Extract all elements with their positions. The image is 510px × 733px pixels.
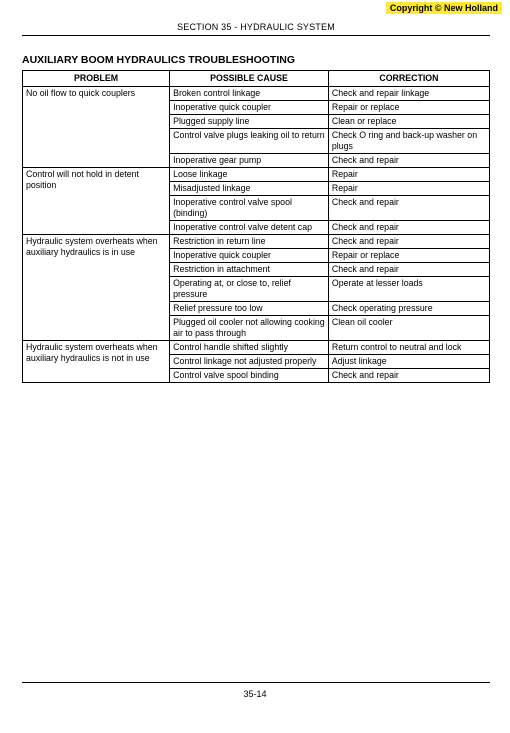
cell-cause: Inoperative control valve spool (binding… (170, 195, 329, 220)
cell-correction: Check and repair linkage (328, 86, 489, 100)
page-number: 35-14 (243, 689, 266, 699)
cell-cause: Inoperative quick coupler (170, 100, 329, 114)
copyright-badge: Copyright © New Holland (386, 2, 502, 14)
cell-correction: Check and repair (328, 234, 489, 248)
cell-cause: Inoperative quick coupler (170, 248, 329, 262)
cell-correction: Check O ring and back-up washer on plugs (328, 128, 489, 153)
cell-correction: Operate at lesser loads (328, 276, 489, 301)
cell-correction: Repair (328, 167, 489, 181)
cell-correction: Repair (328, 181, 489, 195)
cell-correction: Check and repair (328, 195, 489, 220)
cell-cause: Control valve plugs leaking oil to retur… (170, 128, 329, 153)
col-correction: CORRECTION (328, 71, 489, 87)
page-content: SECTION 35 - HYDRAULIC SYSTEM AUXILIARY … (0, 0, 510, 383)
cell-cause: Restriction in return line (170, 234, 329, 248)
header-rule (22, 35, 490, 36)
table-row: No oil flow to quick couplersBroken cont… (23, 86, 490, 100)
table-row: Hydraulic system overheats when auxiliar… (23, 340, 490, 354)
cell-cause: Misadjusted linkage (170, 181, 329, 195)
cell-correction: Repair or replace (328, 248, 489, 262)
cell-correction: Adjust linkage (328, 354, 489, 368)
cell-problem: Control will not hold in detent position (23, 167, 170, 234)
cell-cause: Operating at, or close to, relief pressu… (170, 276, 329, 301)
cell-problem: Hydraulic system overheats when auxiliar… (23, 234, 170, 340)
cell-cause: Control valve spool binding (170, 368, 329, 382)
table-row: Control will not hold in detent position… (23, 167, 490, 181)
cell-correction: Clean oil cooler (328, 315, 489, 340)
cell-cause: Relief pressure too low (170, 301, 329, 315)
cell-cause: Broken control linkage (170, 86, 329, 100)
page-footer: 35-14 (0, 682, 510, 699)
table-title: AUXILIARY BOOM HYDRAULICS TROUBLESHOOTIN… (22, 54, 490, 66)
cell-correction: Check and repair (328, 368, 489, 382)
cell-problem: Hydraulic system overheats when auxiliar… (23, 340, 170, 382)
col-cause: POSSIBLE CAUSE (170, 71, 329, 87)
cell-cause: Inoperative control valve detent cap (170, 220, 329, 234)
cell-correction: Clean or replace (328, 114, 489, 128)
cell-correction: Check and repair (328, 153, 489, 167)
cell-cause: Plugged supply line (170, 114, 329, 128)
cell-problem: No oil flow to quick couplers (23, 86, 170, 167)
troubleshooting-table: PROBLEM POSSIBLE CAUSE CORRECTION No oil… (22, 70, 490, 383)
cell-correction: Check and repair (328, 262, 489, 276)
footer-rule (22, 682, 490, 683)
cell-cause: Control linkage not adjusted properly (170, 354, 329, 368)
table-row: Hydraulic system overheats when auxiliar… (23, 234, 490, 248)
cell-correction: Repair or replace (328, 100, 489, 114)
cell-correction: Check operating pressure (328, 301, 489, 315)
cell-cause: Inoperative gear pump (170, 153, 329, 167)
section-header: SECTION 35 - HYDRAULIC SYSTEM (22, 22, 490, 35)
table-header-row: PROBLEM POSSIBLE CAUSE CORRECTION (23, 71, 490, 87)
cell-correction: Check and repair (328, 220, 489, 234)
cell-cause: Restriction in attachment (170, 262, 329, 276)
cell-cause: Plugged oil cooler not allowing cooking … (170, 315, 329, 340)
cell-cause: Control handle shifted slightly (170, 340, 329, 354)
col-problem: PROBLEM (23, 71, 170, 87)
cell-cause: Loose linkage (170, 167, 329, 181)
cell-correction: Return control to neutral and lock (328, 340, 489, 354)
